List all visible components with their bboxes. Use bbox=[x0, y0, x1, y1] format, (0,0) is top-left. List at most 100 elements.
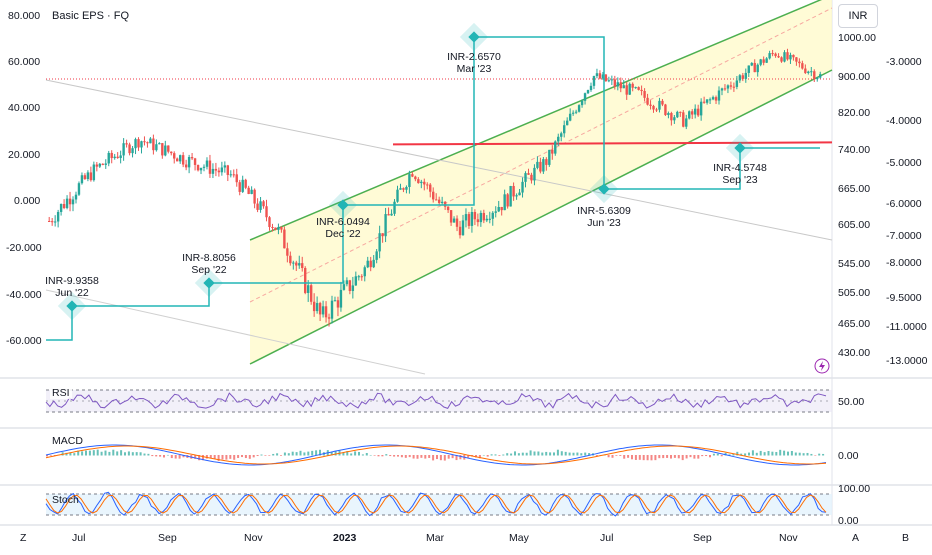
price-candle[interactable] bbox=[268, 217, 271, 227]
price-candle[interactable] bbox=[467, 214, 471, 226]
price-candle[interactable] bbox=[253, 189, 256, 204]
price-candle[interactable] bbox=[682, 112, 685, 127]
price-candle[interactable] bbox=[533, 167, 536, 181]
price-candle[interactable] bbox=[670, 113, 673, 121]
price-candle[interactable] bbox=[604, 74, 608, 82]
price-candle[interactable] bbox=[110, 152, 113, 159]
price-candle[interactable] bbox=[98, 163, 102, 167]
price-candle[interactable] bbox=[482, 212, 486, 221]
price-candle[interactable] bbox=[458, 226, 462, 236]
price-candle[interactable] bbox=[589, 85, 593, 91]
price-candle[interactable] bbox=[178, 155, 182, 162]
eps-marker[interactable] bbox=[468, 31, 480, 43]
price-candle[interactable] bbox=[399, 188, 402, 190]
price-candle[interactable] bbox=[634, 87, 637, 89]
price-candle[interactable] bbox=[515, 195, 518, 197]
price-candle[interactable] bbox=[402, 188, 405, 190]
price-candle[interactable] bbox=[238, 182, 241, 192]
rsi-label[interactable]: RSI bbox=[52, 387, 70, 399]
price-candle[interactable] bbox=[437, 199, 441, 203]
rsi-line[interactable] bbox=[45, 392, 827, 410]
price-candle[interactable] bbox=[309, 285, 313, 302]
price-candle[interactable] bbox=[176, 158, 179, 162]
price-candle[interactable] bbox=[717, 90, 721, 101]
price-candle[interactable] bbox=[375, 251, 378, 260]
lightning-icon[interactable] bbox=[814, 358, 830, 374]
price-candle[interactable] bbox=[363, 267, 366, 277]
auto-scale-btn[interactable]: A bbox=[852, 532, 859, 544]
price-candle[interactable] bbox=[119, 155, 122, 159]
price-candle[interactable] bbox=[473, 212, 477, 220]
price-candle[interactable] bbox=[729, 85, 733, 87]
price-candle[interactable] bbox=[351, 285, 355, 292]
price-candle[interactable] bbox=[586, 90, 590, 94]
price-candle[interactable] bbox=[345, 280, 349, 285]
price-candle[interactable] bbox=[426, 184, 429, 186]
price-candle[interactable] bbox=[679, 111, 682, 113]
price-candle[interactable] bbox=[101, 163, 104, 165]
price-candle[interactable] bbox=[92, 164, 96, 181]
price-candle[interactable] bbox=[583, 93, 587, 101]
eps-marker[interactable] bbox=[734, 142, 746, 154]
price-candle[interactable] bbox=[208, 160, 212, 174]
price-candle[interactable] bbox=[446, 206, 450, 211]
price-candle[interactable] bbox=[560, 133, 563, 137]
price-candle[interactable] bbox=[628, 83, 631, 95]
price-candle[interactable] bbox=[688, 111, 691, 119]
price-candle[interactable] bbox=[77, 183, 81, 195]
price-candle[interactable] bbox=[548, 149, 551, 165]
price-candle[interactable] bbox=[503, 194, 506, 211]
price-candle[interactable] bbox=[211, 168, 215, 174]
price-candle[interactable] bbox=[372, 259, 375, 268]
price-candle[interactable] bbox=[497, 206, 500, 212]
price-candle[interactable] bbox=[423, 181, 426, 185]
price-candle[interactable] bbox=[613, 79, 617, 87]
price-candle[interactable] bbox=[396, 189, 399, 202]
price-candle[interactable] bbox=[354, 276, 358, 286]
price-candle[interactable] bbox=[711, 97, 715, 100]
price-candle[interactable] bbox=[804, 68, 807, 73]
price-candle[interactable] bbox=[369, 260, 372, 268]
price-candle[interactable] bbox=[568, 113, 572, 121]
price-candle[interactable] bbox=[214, 168, 218, 171]
price-candle[interactable] bbox=[640, 89, 643, 92]
price-candle[interactable] bbox=[333, 300, 337, 302]
price-candle[interactable] bbox=[813, 71, 816, 80]
price-candle[interactable] bbox=[292, 262, 295, 264]
price-candle[interactable] bbox=[408, 174, 411, 187]
trend-line-gray-lower[interactable] bbox=[45, 289, 426, 375]
price-candle[interactable] bbox=[720, 88, 724, 91]
price-candle[interactable] bbox=[661, 100, 664, 105]
price-candle[interactable] bbox=[565, 120, 569, 126]
price-candle[interactable] bbox=[551, 149, 554, 154]
price-candle[interactable] bbox=[792, 54, 795, 58]
price-candle[interactable] bbox=[134, 139, 137, 149]
price-candle[interactable] bbox=[705, 99, 709, 103]
price-candle[interactable] bbox=[235, 174, 238, 183]
price-candle[interactable] bbox=[205, 160, 209, 167]
price-candle[interactable] bbox=[65, 198, 69, 209]
price-candle[interactable] bbox=[637, 87, 640, 90]
price-candle[interactable] bbox=[783, 52, 786, 62]
price-candle[interactable] bbox=[667, 113, 670, 116]
price-candle[interactable] bbox=[411, 174, 414, 177]
price-candle[interactable] bbox=[330, 300, 334, 319]
price-candle[interactable] bbox=[732, 86, 736, 88]
price-candle[interactable] bbox=[452, 218, 456, 223]
price-candle[interactable] bbox=[685, 118, 688, 127]
price-candle[interactable] bbox=[699, 101, 703, 116]
price-candle[interactable] bbox=[476, 219, 480, 223]
price-candle[interactable] bbox=[232, 174, 235, 176]
stoch-d-line[interactable] bbox=[45, 494, 827, 514]
price-candle[interactable] bbox=[607, 80, 611, 82]
price-candle[interactable] bbox=[432, 191, 435, 200]
price-candle[interactable] bbox=[181, 155, 185, 165]
price-candle[interactable] bbox=[131, 148, 134, 154]
price-candle[interactable] bbox=[68, 198, 72, 205]
price-candle[interactable] bbox=[580, 100, 584, 106]
price-candle[interactable] bbox=[339, 289, 343, 308]
price-candle[interactable] bbox=[342, 284, 346, 290]
price-candle[interactable] bbox=[113, 156, 116, 159]
price-candle[interactable] bbox=[786, 52, 789, 60]
